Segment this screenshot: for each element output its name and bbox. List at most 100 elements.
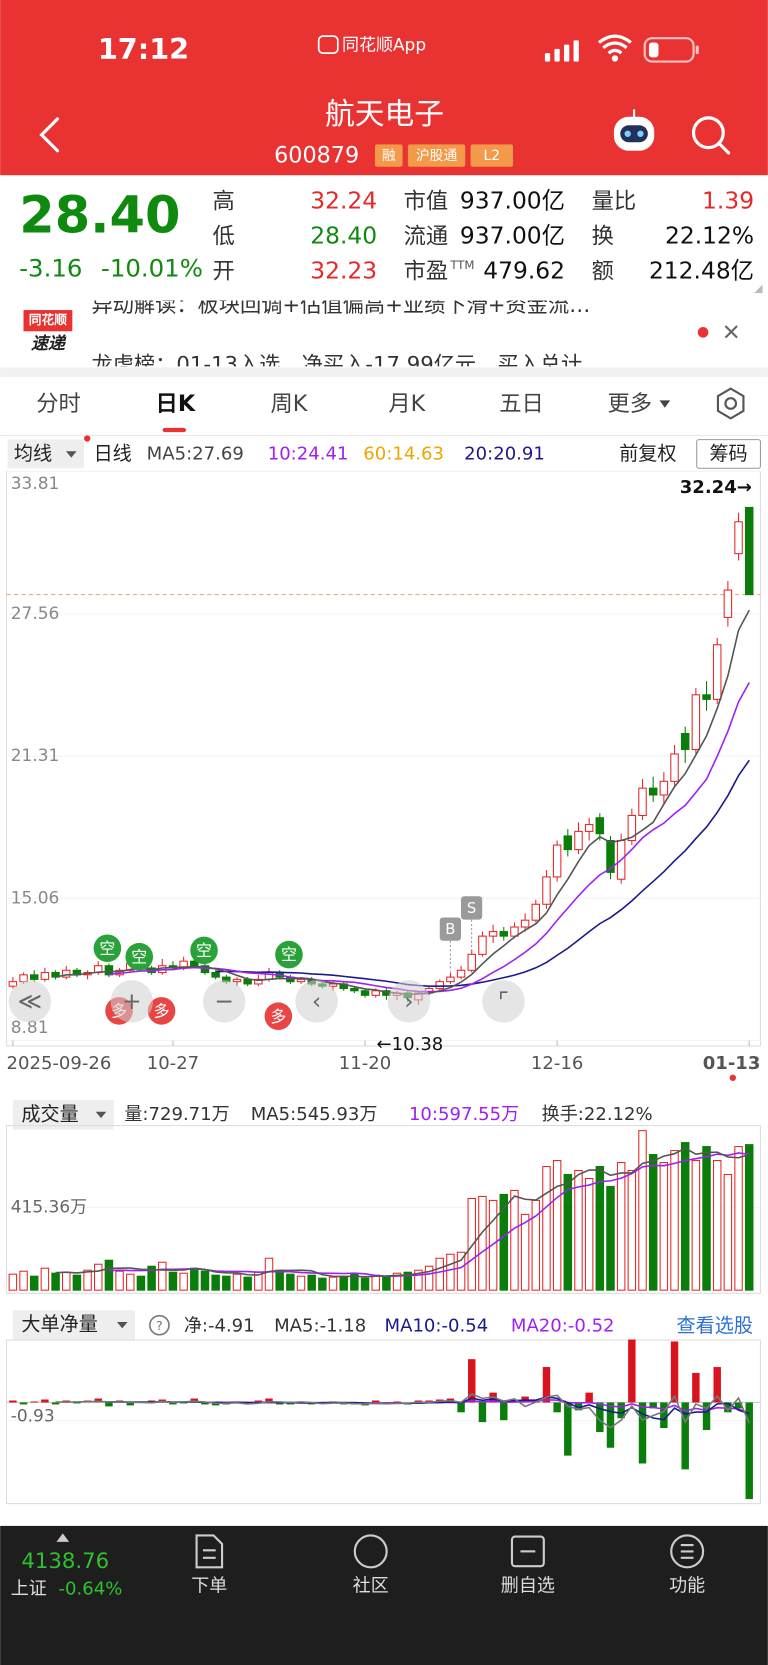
netflow-bar xyxy=(553,1402,561,1413)
volume-bar xyxy=(520,1213,530,1291)
ma-selector[interactable]: 均线 xyxy=(14,442,52,465)
netflow-bar xyxy=(94,1398,102,1403)
volume-bar xyxy=(723,1173,733,1291)
index-value[interactable]: 4138.76 xyxy=(21,1549,109,1574)
close-news[interactable] xyxy=(724,325,738,339)
field-value: 32.23 xyxy=(310,256,377,284)
candle-body xyxy=(29,974,39,980)
robot-icon[interactable] xyxy=(613,109,655,151)
netflow-link[interactable]: 查看选股 xyxy=(677,1314,753,1337)
signal: 多 xyxy=(270,1007,286,1026)
ma60-label: 60:14.63 xyxy=(363,443,444,464)
volume-bar xyxy=(456,1251,466,1291)
chart-control[interactable] xyxy=(482,980,525,1023)
unread-dot xyxy=(697,327,709,338)
tag: L2 xyxy=(484,148,500,164)
volume-bar xyxy=(104,1259,114,1291)
volume-bar xyxy=(446,1253,455,1291)
field-label: 市值 xyxy=(404,188,449,214)
price-change: -3.16 xyxy=(19,254,82,283)
index-pct: -0.64% xyxy=(59,1579,123,1600)
chip-label[interactable]: 筹码 xyxy=(709,442,747,465)
min-label: ←10.38 xyxy=(377,1034,444,1055)
volume-bar xyxy=(659,1162,669,1291)
tab[interactable]: 日K xyxy=(156,391,196,417)
search-button[interactable] xyxy=(691,116,725,150)
signal-icon xyxy=(544,40,579,62)
back-button[interactable] xyxy=(39,117,60,153)
x-tick-label: 10-27 xyxy=(147,1053,199,1074)
candle-body xyxy=(350,987,359,992)
last-price: 28.40 xyxy=(19,187,180,246)
expand-corner xyxy=(754,284,763,294)
stock-code: 600879 xyxy=(274,143,359,169)
y-tick-label: -0.93 xyxy=(11,1407,55,1427)
chart-control[interactable] xyxy=(8,980,52,1023)
signal: S xyxy=(467,899,476,917)
search-handle xyxy=(717,141,731,155)
field-label: 换 xyxy=(592,223,614,249)
candle-body xyxy=(627,814,637,842)
signal-badge xyxy=(439,917,461,941)
news-banner[interactable]: 同花顺 速递 异动解读：板块回调+估值偏高+业绩下滑+资金流… 龙虎榜：01-1… xyxy=(0,293,768,377)
nav-item[interactable]: 功能 xyxy=(669,1575,705,1596)
tab[interactable]: 分时 xyxy=(36,391,81,417)
tab[interactable]: 五日 xyxy=(499,391,544,417)
volume-frame xyxy=(5,1125,761,1294)
candle-body xyxy=(456,969,466,978)
stock-title: 航天电子 xyxy=(325,97,444,132)
volume-selector-bg[interactable] xyxy=(12,1100,114,1130)
candle-body xyxy=(104,965,114,976)
chart-control[interactable] xyxy=(110,980,154,1023)
news-line: 异动解读：板块回调+估值偏高+业绩下滑+资金流… xyxy=(91,293,590,318)
netflow-bar xyxy=(617,1402,625,1419)
tab[interactable]: 周K xyxy=(271,391,309,417)
nav-item[interactable]: 下单 xyxy=(191,1575,227,1596)
netflow-selector[interactable]: 大单净量 xyxy=(21,1313,97,1336)
volume-bar xyxy=(51,1272,60,1291)
volume-bar xyxy=(307,1274,316,1291)
field-value: 1.39 xyxy=(702,186,754,214)
volume-text: 量:729.71万 xyxy=(124,1104,229,1125)
candle-body xyxy=(723,589,733,618)
netflow-bar xyxy=(692,1372,700,1403)
chart-control-icon: ≪ xyxy=(18,987,42,1015)
volume-bar xyxy=(499,1193,509,1291)
field-value: 32.24 xyxy=(310,186,377,214)
volume-bar xyxy=(488,1199,498,1291)
nav-item[interactable]: 社区 xyxy=(353,1575,389,1596)
chart-control[interactable] xyxy=(387,980,431,1023)
netflow-bar xyxy=(19,1402,28,1405)
chip-button[interactable] xyxy=(696,439,761,469)
netflow-text: MA10:-0.54 xyxy=(385,1315,489,1336)
candle-body xyxy=(467,953,477,971)
chart-control[interactable] xyxy=(202,980,246,1023)
volume-bar xyxy=(72,1274,82,1291)
volume-bar xyxy=(552,1160,562,1291)
field-label: 低 xyxy=(213,223,235,249)
netflow-selector-bg[interactable] xyxy=(12,1310,135,1341)
netflow-bar xyxy=(414,1400,423,1403)
tab[interactable]: 更多 xyxy=(608,391,653,417)
nav-item[interactable]: 删自选 xyxy=(501,1575,555,1596)
settings-icon[interactable] xyxy=(716,387,745,420)
tab[interactable]: 月K xyxy=(388,391,426,417)
period: 日线 xyxy=(94,442,132,465)
volume-bar xyxy=(414,1269,423,1291)
chart-control[interactable] xyxy=(295,980,338,1023)
candle-body xyxy=(360,990,370,996)
adjust[interactable]: 前复权 xyxy=(619,442,676,465)
candle-body xyxy=(488,931,498,937)
candle-body xyxy=(744,506,754,596)
x-tick-label: 01-13 xyxy=(703,1053,761,1074)
volume-bar xyxy=(382,1275,391,1291)
netflow-bar xyxy=(478,1402,487,1423)
volume-bar xyxy=(339,1275,348,1291)
separator xyxy=(0,367,768,377)
candle-body xyxy=(638,787,647,816)
help-icon[interactable] xyxy=(149,1314,170,1336)
volume-selector[interactable]: 成交量 xyxy=(21,1102,78,1125)
candle-body xyxy=(296,978,306,983)
netflow-text: 净:-4.91 xyxy=(184,1315,255,1336)
bottom-nav xyxy=(0,1525,768,1665)
